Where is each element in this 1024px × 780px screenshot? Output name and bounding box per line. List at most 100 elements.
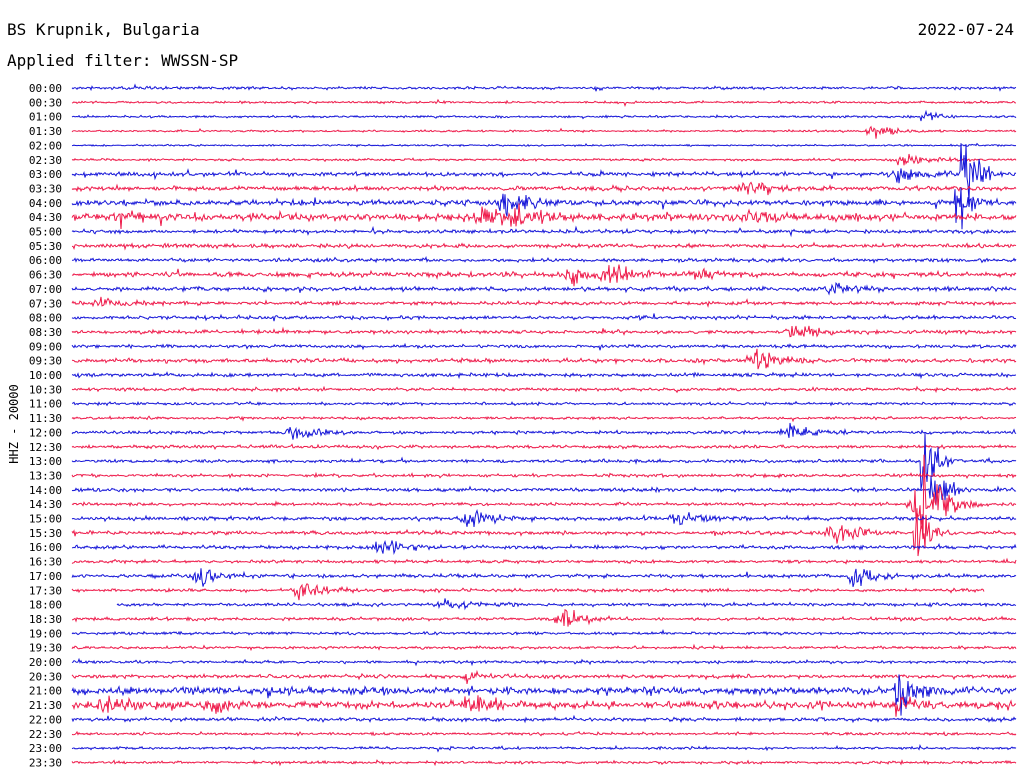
trace-line: [71, 471, 1017, 479]
time-label: 06:00: [29, 254, 62, 267]
trace-line: [71, 714, 1017, 724]
time-label: 09:30: [29, 355, 62, 368]
trace-line: [71, 422, 1017, 440]
time-label: 00:00: [29, 82, 62, 95]
time-label: 22:00: [29, 713, 62, 726]
time-label: 04:00: [29, 197, 62, 210]
time-label: 12:30: [29, 441, 62, 454]
trace-line: [71, 348, 1017, 370]
record-date: 2022-07-24: [917, 20, 1014, 39]
trace-line: [71, 400, 1017, 407]
time-label: 13:30: [29, 469, 62, 482]
trace-line: [71, 643, 1017, 652]
time-label: 14:00: [29, 484, 62, 497]
trace-line: [71, 508, 1017, 557]
time-label: 13:00: [29, 455, 62, 468]
time-label: 18:00: [29, 599, 62, 612]
trace-line: [71, 674, 1017, 716]
trace-line: [71, 730, 1017, 737]
trace-line: [71, 125, 1017, 139]
time-label: 17:00: [29, 570, 62, 583]
trace-line: [71, 241, 1017, 251]
trace-line: [71, 539, 1017, 555]
trace-line: [71, 203, 1017, 230]
time-label: 22:30: [29, 728, 62, 741]
trace-line: [71, 256, 1017, 264]
time-label: 06:30: [29, 269, 62, 282]
trace-line: [71, 83, 1017, 92]
time-label: 05:30: [29, 240, 62, 253]
trace-line: [71, 264, 1017, 287]
trace-line: [71, 415, 1017, 423]
filter-label: Applied filter: WWSSN-SP: [7, 51, 239, 70]
trace-line: [71, 342, 1017, 351]
trace-line: [71, 628, 1017, 636]
trace-line: [71, 181, 1017, 196]
time-label: 23:00: [29, 742, 62, 755]
trace-line: [71, 508, 1017, 528]
trace-line: [71, 568, 1017, 587]
trace-line: [71, 476, 1017, 506]
trace-line: [71, 225, 1017, 238]
time-label: 15:30: [29, 527, 62, 540]
time-label: 16:30: [29, 556, 62, 569]
time-label: 19:00: [29, 627, 62, 640]
trace-line: [71, 325, 1017, 338]
trace-line: [71, 153, 1017, 166]
time-label: 08:30: [29, 326, 62, 339]
time-label: 11:30: [29, 412, 62, 425]
trace-line: [71, 187, 1017, 230]
trace-line: [72, 609, 1017, 627]
time-label: 02:00: [29, 139, 62, 152]
time-label: 05:00: [29, 226, 62, 239]
time-label: 07:00: [29, 283, 62, 296]
time-label: 03:30: [29, 182, 62, 195]
trace-line: [71, 385, 1017, 394]
time-label: 12:00: [29, 426, 62, 439]
station-title: BS Krupnik, Bulgaria: [7, 20, 200, 39]
trace-line: [71, 744, 1017, 753]
time-label: 01:30: [29, 125, 62, 138]
trace-line: [71, 669, 1017, 684]
time-label: 00:30: [29, 96, 62, 109]
time-label: 20:30: [29, 670, 62, 683]
time-label: 21:30: [29, 699, 62, 712]
time-label: 17:30: [29, 584, 62, 597]
trace-line: [71, 657, 1017, 667]
trace-line: [71, 443, 1017, 451]
trace-line: [71, 296, 1017, 308]
time-label: 04:30: [29, 211, 62, 224]
trace-line: [116, 598, 1017, 611]
trace-line: [71, 432, 1017, 490]
time-label: 18:30: [29, 613, 62, 626]
time-label: 20:00: [29, 656, 62, 669]
time-label: 08:00: [29, 312, 62, 325]
time-label: 21:00: [29, 685, 62, 698]
trace-line: [71, 143, 1017, 202]
time-label: 23:30: [29, 756, 62, 769]
time-label: 09:00: [29, 340, 62, 353]
trace-line: [71, 282, 1017, 296]
trace-line: [71, 557, 1017, 565]
time-label: 14:30: [29, 498, 62, 511]
time-label: 01:00: [29, 111, 62, 124]
time-label: 16:00: [29, 541, 62, 554]
time-label: 02:30: [29, 154, 62, 167]
trace-line: [71, 109, 1017, 122]
time-label: 10:00: [29, 369, 62, 382]
trace-line: [71, 371, 1017, 380]
trace-line: [71, 695, 1017, 717]
trace-line: [71, 142, 1017, 148]
time-label: 11:00: [29, 398, 62, 411]
time-label: 10:30: [29, 383, 62, 396]
trace-line: [71, 759, 1017, 767]
trace-line: [71, 313, 1017, 322]
trace-line: [71, 98, 1016, 107]
trace-line: [71, 583, 985, 601]
trace-line: [71, 454, 1017, 538]
time-label: 07:30: [29, 297, 62, 310]
time-label: 03:00: [29, 168, 62, 181]
time-label: 19:30: [29, 642, 62, 655]
time-label: 15:00: [29, 513, 62, 526]
